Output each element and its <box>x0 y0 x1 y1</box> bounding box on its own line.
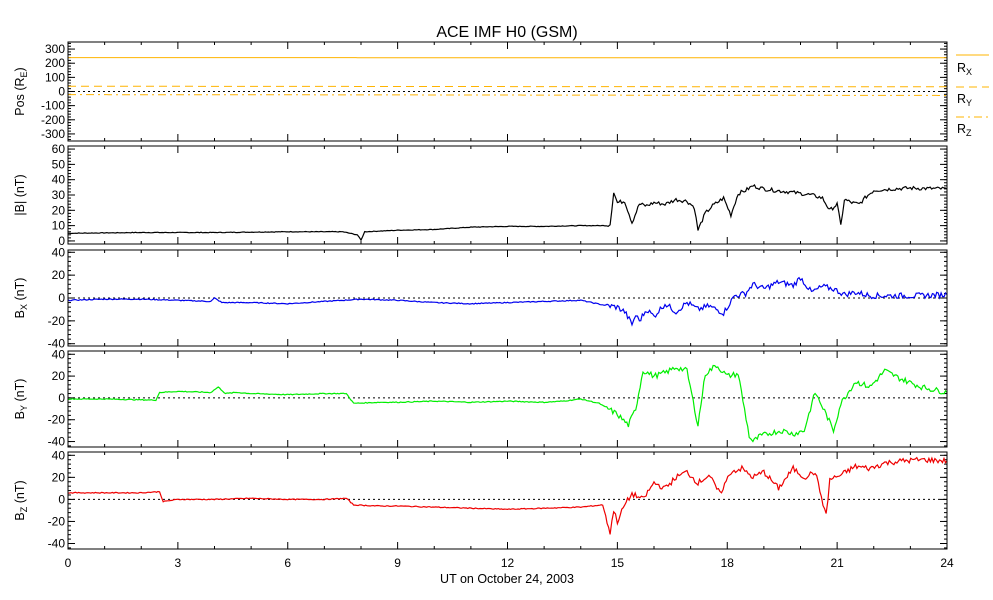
series-line-ry <box>68 85 947 88</box>
y-tick-label: 20 <box>52 268 66 282</box>
y-axis-title: BY (nT) <box>13 379 29 420</box>
y-tick-label: 0 <box>58 492 65 506</box>
y-tick-label: 50 <box>52 157 66 171</box>
y-tick-label: 0 <box>58 291 65 305</box>
panel-bz: -40 -20 0 20 40 BZ (nT) <box>13 448 948 550</box>
y-tick-label: -20 <box>48 514 66 528</box>
y-tick-label: -40 <box>48 435 66 449</box>
y-tick-label: 200 <box>45 56 65 70</box>
y-tick-label: -200 <box>41 113 65 127</box>
x-tick-label: 6 <box>284 556 291 570</box>
y-tick-label: -20 <box>48 314 66 328</box>
panel-frame <box>67 451 948 550</box>
y-tick-label: -100 <box>41 99 65 113</box>
x-tick-label: 15 <box>611 556 625 570</box>
y-axis-title: Pos (RE) <box>13 67 29 115</box>
y-tick-label: -20 <box>48 413 66 427</box>
panel-by: -40 -20 0 20 40 BY (nT) <box>13 347 948 449</box>
y-tick-label: 100 <box>45 70 65 84</box>
x-tick-label: 3 <box>175 556 182 570</box>
x-tick-label: 9 <box>394 556 401 570</box>
legend-label: RY <box>957 92 972 108</box>
y-tick-label: 300 <box>45 42 65 56</box>
panel-frame <box>67 41 948 142</box>
series-line-bx <box>67 276 948 327</box>
y-tick-label: 20 <box>52 203 66 217</box>
x-tick-label: 12 <box>501 556 515 570</box>
series-line-by <box>68 364 948 443</box>
legend-label: RZ <box>957 122 972 138</box>
y-tick-label: -40 <box>48 337 66 351</box>
y-tick-label: 40 <box>52 173 66 187</box>
x-tick-labels: 0 3 6 9 12 15 18 21 24 <box>65 556 954 570</box>
y-axis-title: |B| (nT) <box>13 174 27 215</box>
chart-title: ACE IMF H0 (GSM) <box>436 24 577 41</box>
panel-frame <box>67 249 948 347</box>
panel-bx: -40 -20 0 20 40 BX (nT) <box>13 245 948 351</box>
legend-label: RX <box>957 61 972 77</box>
series-line-rz <box>68 94 947 96</box>
y-axis-title: BX (nT) <box>13 278 29 319</box>
y-tick-label: 0 <box>58 391 65 405</box>
y-tick-label: 20 <box>52 369 66 383</box>
y-tick-label: 60 <box>52 142 66 156</box>
panel-frame <box>67 145 948 245</box>
x-tick-label: 0 <box>65 556 72 570</box>
y-tick-label: 0 <box>58 234 65 248</box>
series-line-bz <box>67 456 948 535</box>
y-axis-title: BZ (nT) <box>13 480 29 520</box>
y-tick-label: 10 <box>52 219 66 233</box>
x-tick-label: 21 <box>830 556 844 570</box>
x-tick-label: 18 <box>721 556 735 570</box>
y-tick-label: 40 <box>52 448 66 462</box>
series-line-b <box>67 183 948 242</box>
y-tick-label: -300 <box>41 127 65 141</box>
y-tick-label: 20 <box>52 470 66 484</box>
y-tick-label: 0 <box>58 85 65 99</box>
y-tick-label: 30 <box>52 188 66 202</box>
legend: RX RY RZ <box>956 54 989 138</box>
x-tick-label: 24 <box>940 556 954 570</box>
y-tick-label: 40 <box>52 245 66 259</box>
y-tick-label: 40 <box>52 347 66 361</box>
y-tick-label: -40 <box>48 536 66 550</box>
x-axis-title: UT on October 24, 2003 <box>440 572 574 586</box>
panel-frame <box>67 350 948 448</box>
